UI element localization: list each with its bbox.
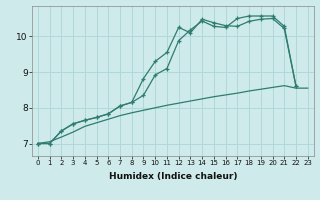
- X-axis label: Humidex (Indice chaleur): Humidex (Indice chaleur): [108, 172, 237, 181]
